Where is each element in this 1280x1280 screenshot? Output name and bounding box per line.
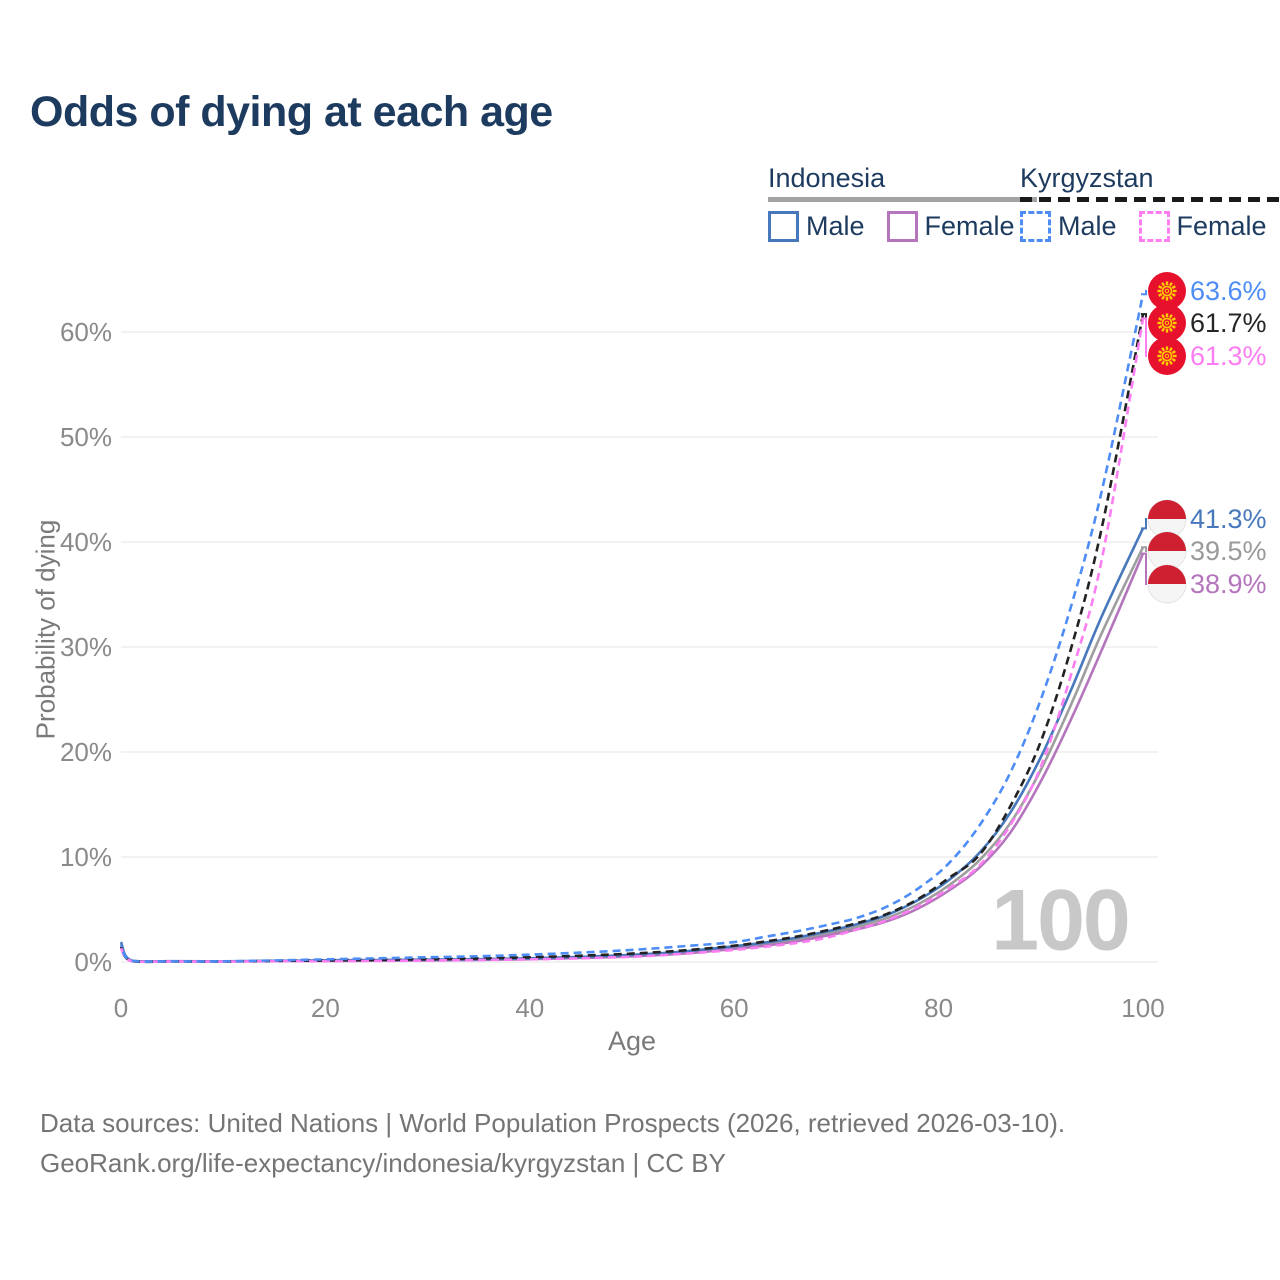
- indonesia-flag-icon: [1147, 499, 1187, 539]
- y-tick-60%: 60%: [59, 317, 112, 347]
- end-label-value-indonesia-female: 38.9%: [1190, 569, 1267, 599]
- series-line-kyrgyzstan-male: [119, 293, 1145, 963]
- y-tick-30%: 30%: [59, 632, 112, 662]
- attribution-link[interactable]: GeoRank.org/life-expectancy/indonesia/ky…: [40, 1148, 726, 1178]
- indonesia-flag-icon: [1147, 564, 1187, 604]
- series-line-indonesia-both: [119, 546, 1145, 963]
- legend-checkbox-indonesia-male[interactable]: [768, 211, 799, 242]
- end-label-value-indonesia-both: 39.5%: [1190, 536, 1267, 566]
- legend-item-label-kyrgyzstan-male: Male: [1058, 211, 1117, 241]
- legend-group-indonesia: Indonesia Male Female: [768, 163, 1037, 242]
- x-tick-60: 60: [719, 993, 749, 1023]
- legend-country-label-kyrgyzstan: Kyrgyzstan: [1020, 163, 1154, 193]
- x-tick-40: 40: [515, 993, 545, 1023]
- series-line-kyrgyzstan-female: [119, 318, 1145, 964]
- legend-line-style-sample-indonesia: [768, 197, 1037, 202]
- legend-checkbox-indonesia-female[interactable]: [886, 211, 918, 242]
- legend-item-label-kyrgyzstan-female: Female: [1176, 211, 1267, 241]
- end-label-connector-kyrgyzstan-male: [1141, 290, 1147, 296]
- kyrgyzstan-flag-icon: [1148, 337, 1186, 375]
- x-tick-0: 0: [113, 993, 129, 1023]
- x-axis-title: Age: [607, 1026, 657, 1056]
- legend-country-label-indonesia: Indonesia: [768, 163, 886, 193]
- end-label-value-kyrgyzstan-male: 63.6%: [1190, 276, 1267, 306]
- y-tick-50%: 50%: [59, 422, 112, 452]
- kyrgyzstan-flag-icon: [1148, 304, 1186, 342]
- legend-item-indonesia-male[interactable]: Male: [768, 211, 865, 242]
- legend-item-kyrgyzstan-male[interactable]: Male: [1020, 211, 1117, 242]
- legend-item-label-indonesia-female: Female: [924, 211, 1015, 241]
- legend-group-kyrgyzstan: Kyrgyzstan Male Female: [1020, 163, 1280, 242]
- x-tick-80: 80: [924, 993, 954, 1023]
- end-label-connector-indonesia-both: [1141, 546, 1147, 552]
- legend-item-indonesia-female[interactable]: Female: [886, 211, 1015, 242]
- y-axis-title: Probability of dying: [30, 519, 61, 740]
- x-tick-20: 20: [310, 993, 340, 1023]
- legend: Indonesia Male Female Kyrgyzstan Male Female: [768, 163, 1280, 243]
- current-age-watermark: 100: [991, 872, 1130, 969]
- end-label-value-indonesia-male: 41.3%: [1190, 504, 1267, 534]
- y-tick-20%: 20%: [59, 737, 112, 767]
- legend-checkbox-kyrgyzstan-male[interactable]: [1020, 211, 1051, 242]
- y-tick-40%: 40%: [59, 527, 112, 557]
- end-label-connector-indonesia-female: [1141, 552, 1147, 585]
- end-label-connector-kyrgyzstan-female: [1141, 317, 1147, 357]
- indonesia-flag-icon: [1147, 531, 1187, 571]
- kyrgyzstan-flag-icon: [1148, 272, 1186, 310]
- legend-line-style-sample-kyrgyzstan: [1020, 197, 1280, 202]
- end-label-connector-indonesia-male: [1141, 518, 1147, 530]
- y-tick-10%: 10%: [59, 842, 112, 872]
- chart-title: Odds of dying at each age: [30, 88, 553, 136]
- legend-item-kyrgyzstan-female[interactable]: Female: [1138, 211, 1267, 242]
- series-line-indonesia-male: [119, 527, 1145, 963]
- legend-checkbox-kyrgyzstan-female[interactable]: [1138, 211, 1170, 242]
- end-label-value-kyrgyzstan-female: 61.3%: [1190, 341, 1267, 371]
- y-tick-0%: 0%: [74, 947, 112, 977]
- legend-item-label-indonesia-male: Male: [806, 211, 865, 241]
- series-line-kyrgyzstan-both: [119, 313, 1145, 964]
- x-tick-100: 100: [1121, 993, 1165, 1023]
- data-source-note: Data sources: United Nations | World Pop…: [40, 1108, 1066, 1138]
- end-label-value-kyrgyzstan-both: 61.7%: [1190, 308, 1267, 338]
- series-line-indonesia-female: [119, 553, 1145, 964]
